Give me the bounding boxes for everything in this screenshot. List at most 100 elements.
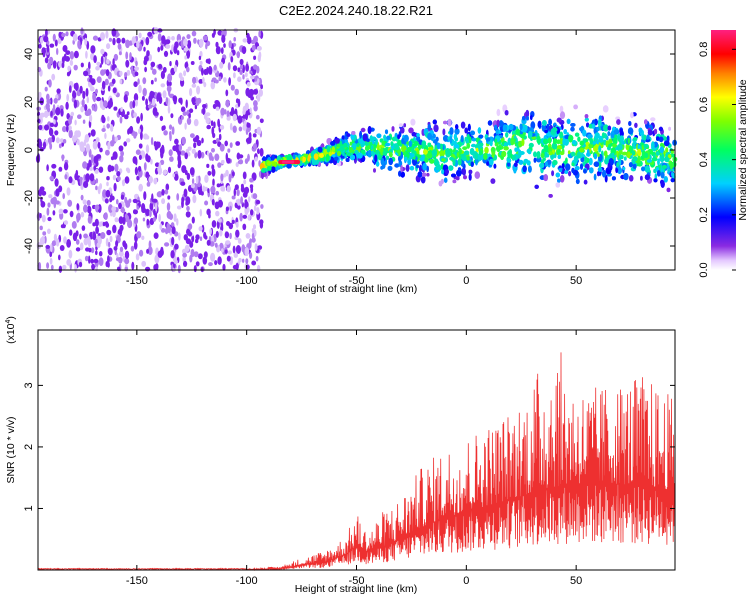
heatmap-noise-cell (180, 115, 184, 120)
heatmap-noise-cell (45, 244, 50, 249)
heatmap-signal-cell (512, 154, 516, 159)
heatmap-signal-cell (416, 133, 420, 137)
heatmap-signal-cell (460, 135, 464, 143)
heatmap-noise-cell (94, 218, 99, 227)
heatmap-noise-cell (62, 45, 68, 52)
heatmap-noise-cell (238, 154, 244, 159)
heatmap-noise-cell (244, 72, 248, 78)
heatmap-noise-cell (187, 40, 192, 49)
heatmap-noise-cell (208, 262, 213, 267)
heatmap-signal-cell (494, 124, 498, 130)
heatmap-signal-cell (483, 152, 488, 161)
heatmap-noise-cell (112, 224, 117, 234)
heatmap-noise-cell (68, 129, 73, 139)
heatmap-noise-cell (75, 230, 79, 237)
heatmap-signal-cell (356, 143, 360, 147)
heatmap-noise-cell (160, 228, 166, 233)
heatmap-noise-cell (68, 176, 73, 184)
heatmap-signal-cell (526, 148, 532, 154)
heatmap-noise-cell (119, 155, 124, 163)
heatmap-noise-cell (185, 99, 188, 108)
heatmap-noise-cell (230, 56, 234, 63)
heatmap-noise-cell (189, 88, 193, 97)
heatmap-noise-cell (216, 183, 221, 188)
heatmap-noise-cell (208, 152, 213, 161)
heatmap-noise-cell (105, 149, 110, 156)
heatmap-noise-cell (66, 187, 71, 196)
heatmap-noise-cell (56, 88, 61, 94)
heatmap-noise-cell (109, 97, 113, 106)
heatmap-signal-cell (661, 164, 668, 169)
heatmap-signal-cell (266, 160, 272, 166)
heatmap-signal-cell (603, 124, 609, 132)
heatmap-noise-cell (63, 209, 68, 214)
heatmap-noise-cell (207, 188, 210, 194)
heatmap-signal-cell (394, 163, 400, 168)
heatmap-noise-cell (174, 243, 179, 250)
heatmap-noise-cell (116, 198, 119, 205)
heatmap-noise-cell (254, 156, 258, 162)
heatmap-noise-cell (85, 50, 88, 59)
heatmap-signal-cell (559, 175, 565, 183)
snr-y-tick-label: 1 (23, 505, 35, 511)
heatmap-signal-cell (659, 146, 664, 154)
heatmap-signal-cell (522, 115, 526, 121)
heatmap-signal-cell (380, 147, 384, 156)
heatmap-signal-cell (490, 178, 496, 184)
heatmap-noise-cell (85, 173, 90, 182)
heatmap-noise-cell (150, 79, 154, 85)
heatmap-signal-cell (543, 174, 548, 182)
heatmap-noise-cell (259, 147, 264, 157)
heatmap-signal-cell (408, 127, 414, 134)
heatmap-signal-cell (518, 159, 524, 165)
heatmap-signal-cell (401, 145, 407, 151)
heatmap-signal-cell (570, 123, 576, 127)
heatmap-signal-cell (427, 146, 434, 152)
heatmap-noise-cell (181, 136, 186, 145)
heatmap-noise-cell (257, 148, 260, 155)
heatmap-noise-cell (242, 223, 247, 230)
heatmap-noise-cell (184, 169, 188, 176)
heatmap-noise-cell (198, 79, 204, 84)
heatmap-noise-cell (228, 40, 232, 49)
heatmap-noise-cell (100, 221, 104, 227)
heatmap-noise-cell (97, 235, 101, 245)
heatmap-noise-cell (63, 220, 69, 225)
heatmap-noise-cell (234, 184, 239, 191)
heatmap-signal-cell (508, 123, 514, 131)
heatmap-signal-cell (286, 163, 291, 169)
heatmap-noise-cell (213, 28, 216, 36)
heatmap-signal-cell (397, 134, 400, 140)
heatmap-signal-cell (449, 156, 454, 161)
heatmap-noise-cell (98, 166, 104, 173)
heatmap-signal-cell (557, 154, 561, 159)
heatmap-noise-cell (187, 146, 192, 151)
heatmap-signal-cell (670, 178, 675, 183)
heatmap-signal-cell (423, 157, 429, 163)
heatmap-noise-cell (153, 27, 159, 35)
snr-x-axis-label: Height of straight line (km) (295, 583, 418, 595)
heatmap-noise-cell (186, 66, 190, 73)
heatmap-signal-cell (594, 132, 600, 139)
heatmap-signal-cell (439, 150, 445, 157)
heatmap-noise-cell (162, 169, 168, 175)
heatmap-noise-cell (69, 51, 75, 60)
heatmap-signal-cell (544, 151, 548, 158)
heatmap-noise-cell (173, 64, 178, 73)
heatmap-noise-cell (143, 191, 147, 201)
chart-title: C2E2.2024.240.18.22.R21 (279, 3, 433, 18)
heatmap-signal-cell (542, 120, 547, 126)
heatmap-signal-cell (427, 123, 431, 131)
heatmap-signal-cell (660, 142, 663, 148)
heatmap-noise-cell (76, 203, 80, 211)
heatmap-signal-cell (421, 172, 427, 177)
heatmap-noise-cell (215, 210, 220, 217)
heatmap-signal-cell (618, 144, 623, 151)
heatmap-noise-cell (232, 65, 238, 72)
heatmap-signal-cell (433, 158, 439, 167)
heatmap-signal-cell (530, 114, 533, 121)
heatmap-signal-cell (462, 167, 466, 176)
heatmap-noise-cell (206, 163, 210, 168)
heatmap-noise-cell (101, 80, 106, 90)
heatmap-noise-cell (225, 206, 229, 212)
